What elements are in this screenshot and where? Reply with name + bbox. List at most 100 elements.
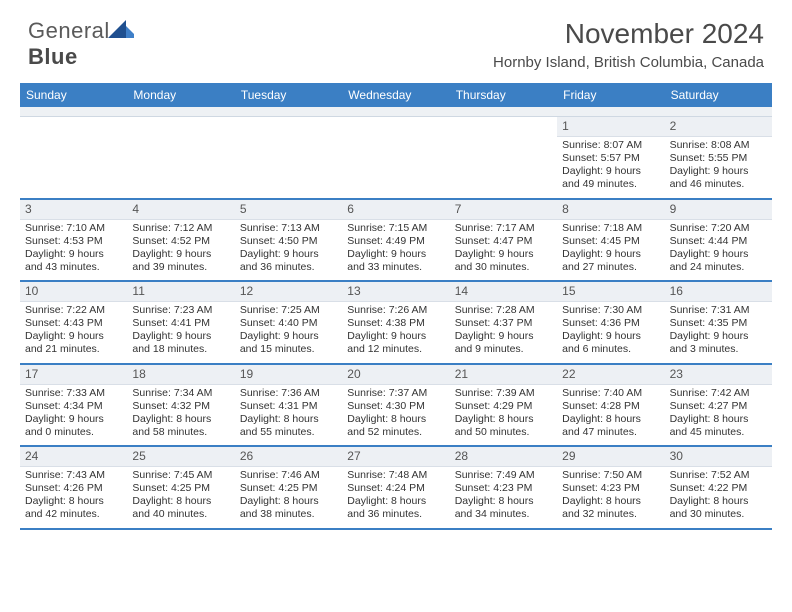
weekday-header: Thursday <box>450 83 557 107</box>
day-number: 25 <box>127 447 234 467</box>
sunset-line: Sunset: 4:50 PM <box>240 235 337 248</box>
daylight-line: Daylight: 9 hours and 6 minutes. <box>562 330 659 356</box>
weekday-header: Tuesday <box>235 83 342 107</box>
day-number: 8 <box>557 200 664 220</box>
day-cell: 23Sunrise: 7:42 AMSunset: 4:27 PMDayligh… <box>665 365 772 446</box>
sunrise-line: Sunrise: 7:26 AM <box>347 304 444 317</box>
weekday-header: Saturday <box>665 83 772 107</box>
day-cell: 1Sunrise: 8:07 AMSunset: 5:57 PMDaylight… <box>557 117 664 198</box>
week-row: 17Sunrise: 7:33 AMSunset: 4:34 PMDayligh… <box>20 363 772 446</box>
sunset-line: Sunset: 5:57 PM <box>562 152 659 165</box>
sunset-line: Sunset: 4:25 PM <box>240 482 337 495</box>
daylight-line: Daylight: 9 hours and 9 minutes. <box>455 330 552 356</box>
sunset-line: Sunset: 4:49 PM <box>347 235 444 248</box>
day-cell: 6Sunrise: 7:15 AMSunset: 4:49 PMDaylight… <box>342 200 449 281</box>
sunset-line: Sunset: 4:47 PM <box>455 235 552 248</box>
day-cell: 7Sunrise: 7:17 AMSunset: 4:47 PMDaylight… <box>450 200 557 281</box>
day-cell: . <box>20 117 127 198</box>
day-number: 10 <box>20 282 127 302</box>
day-cell: 19Sunrise: 7:36 AMSunset: 4:31 PMDayligh… <box>235 365 342 446</box>
sunrise-line: Sunrise: 7:22 AM <box>25 304 122 317</box>
day-cell: 2Sunrise: 8:08 AMSunset: 5:55 PMDaylight… <box>665 117 772 198</box>
day-cell: 9Sunrise: 7:20 AMSunset: 4:44 PMDaylight… <box>665 200 772 281</box>
sunrise-line: Sunrise: 7:34 AM <box>132 387 229 400</box>
sunset-line: Sunset: 4:26 PM <box>25 482 122 495</box>
sunset-line: Sunset: 4:37 PM <box>455 317 552 330</box>
day-cell: 13Sunrise: 7:26 AMSunset: 4:38 PMDayligh… <box>342 282 449 363</box>
day-number: 18 <box>127 365 234 385</box>
sunset-line: Sunset: 4:28 PM <box>562 400 659 413</box>
daylight-line: Daylight: 9 hours and 15 minutes. <box>240 330 337 356</box>
day-number: 27 <box>342 447 449 467</box>
day-number: 20 <box>342 365 449 385</box>
day-cell: . <box>450 117 557 198</box>
daylight-line: Daylight: 8 hours and 55 minutes. <box>240 413 337 439</box>
brand-text: General Blue <box>28 18 134 70</box>
sunset-line: Sunset: 4:24 PM <box>347 482 444 495</box>
sunset-line: Sunset: 4:40 PM <box>240 317 337 330</box>
sunrise-line: Sunrise: 7:12 AM <box>132 222 229 235</box>
day-number: 4 <box>127 200 234 220</box>
day-cell: 30 Sunrise: 7:52 AMSunset: 4:22 PMDayligh… <box>665 447 772 528</box>
daylight-line: Daylight: 8 hours and 58 minutes. <box>132 413 229 439</box>
day-number: 23 <box>665 365 772 385</box>
day-number: 30 <box>665 447 772 467</box>
daylight-line: Daylight: 9 hours and 46 minutes. <box>670 165 767 191</box>
week-row: .....1Sunrise: 8:07 AMSunset: 5:57 PMDay… <box>20 117 772 198</box>
brand-word2: Blue <box>28 44 78 69</box>
day-number: 11 <box>127 282 234 302</box>
day-number: 22 <box>557 365 664 385</box>
month-year-title: November 2024 <box>493 18 764 50</box>
daylight-line: Daylight: 8 hours and 52 minutes. <box>347 413 444 439</box>
daylight-line: Daylight: 9 hours and 21 minutes. <box>25 330 122 356</box>
sunrise-line: Sunrise: 7:36 AM <box>240 387 337 400</box>
brand-logo: General Blue <box>28 18 134 70</box>
sunrise-line: Sunrise: 7:39 AM <box>455 387 552 400</box>
daylight-line: Daylight: 9 hours and 43 minutes. <box>25 248 122 274</box>
sunrise-line: Sunrise: 7:52 AM <box>670 469 767 482</box>
sunrise-line: Sunrise: 7:42 AM <box>670 387 767 400</box>
sunset-line: Sunset: 4:52 PM <box>132 235 229 248</box>
daylight-line: Daylight: 8 hours and 40 minutes. <box>132 495 229 521</box>
daylight-line: Daylight: 9 hours and 39 minutes. <box>132 248 229 274</box>
day-cell: . <box>127 117 234 198</box>
week-row: 10Sunrise: 7:22 AMSunset: 4:43 PMDayligh… <box>20 280 772 363</box>
weeks-container: .....1Sunrise: 8:07 AMSunset: 5:57 PMDay… <box>20 117 772 528</box>
sunrise-line: Sunrise: 7:46 AM <box>240 469 337 482</box>
sunset-line: Sunset: 4:36 PM <box>562 317 659 330</box>
sunrise-line: Sunrise: 7:33 AM <box>25 387 122 400</box>
day-cell: 26Sunrise: 7:46 AMSunset: 4:25 PMDayligh… <box>235 447 342 528</box>
daylight-line: Daylight: 9 hours and 30 minutes. <box>455 248 552 274</box>
day-number: 5 <box>235 200 342 220</box>
week-row: 3Sunrise: 7:10 AMSunset: 4:53 PMDaylight… <box>20 198 772 281</box>
day-number: 14 <box>450 282 557 302</box>
daylight-line: Daylight: 8 hours and 42 minutes. <box>25 495 122 521</box>
sunrise-line: Sunrise: 7:17 AM <box>455 222 552 235</box>
daylight-line: Daylight: 9 hours and 49 minutes. <box>562 165 659 191</box>
day-cell: . <box>235 117 342 198</box>
daylight-line: Daylight: 8 hours and 30 minutes. <box>670 495 767 521</box>
daylight-line: Daylight: 9 hours and 18 minutes. <box>132 330 229 356</box>
daylight-line: Daylight: 9 hours and 3 minutes. <box>670 330 767 356</box>
day-number: 24 <box>20 447 127 467</box>
sunset-line: Sunset: 4:41 PM <box>132 317 229 330</box>
daylight-line: Daylight: 8 hours and 50 minutes. <box>455 413 552 439</box>
sunrise-line: Sunrise: 7:23 AM <box>132 304 229 317</box>
sunset-line: Sunset: 4:43 PM <box>25 317 122 330</box>
sunset-line: Sunset: 4:53 PM <box>25 235 122 248</box>
day-cell: 25Sunrise: 7:45 AMSunset: 4:25 PMDayligh… <box>127 447 234 528</box>
sunset-line: Sunset: 4:45 PM <box>562 235 659 248</box>
header: General Blue November 2024 Hornby Island… <box>0 0 792 75</box>
day-cell: 28Sunrise: 7:49 AMSunset: 4:23 PMDayligh… <box>450 447 557 528</box>
day-number: 29 <box>557 447 664 467</box>
weekday-header: Sunday <box>20 83 127 107</box>
sunset-line: Sunset: 4:23 PM <box>562 482 659 495</box>
sunset-line: Sunset: 5:55 PM <box>670 152 767 165</box>
weekday-header: Monday <box>127 83 234 107</box>
sunset-line: Sunset: 4:22 PM <box>670 482 767 495</box>
sunrise-line: Sunrise: 7:37 AM <box>347 387 444 400</box>
day-number: 1 <box>557 117 664 137</box>
sunset-line: Sunset: 4:35 PM <box>670 317 767 330</box>
sunrise-line: Sunrise: 7:25 AM <box>240 304 337 317</box>
title-block: November 2024 Hornby Island, British Col… <box>493 18 764 71</box>
